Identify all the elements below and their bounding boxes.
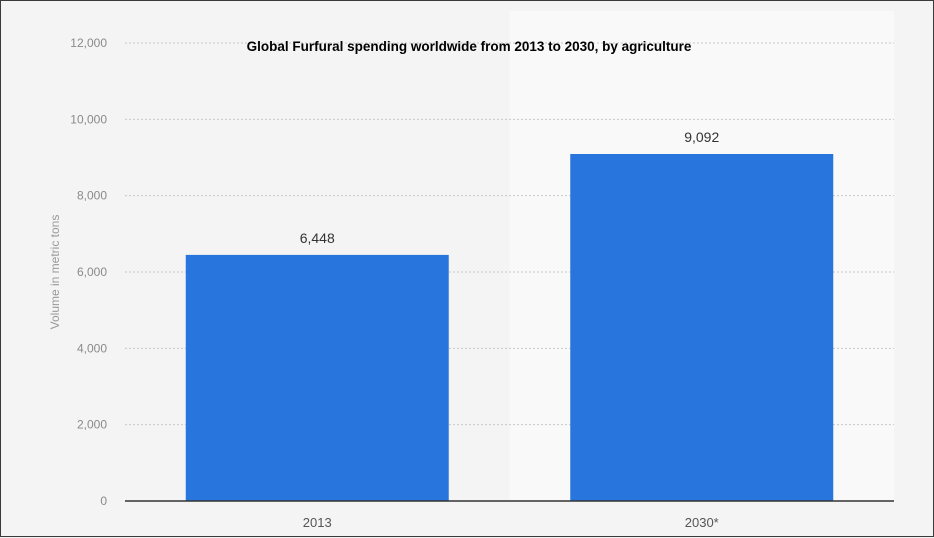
bars	[185, 153, 834, 502]
y-tick-label: 12,000	[70, 36, 107, 50]
y-tick-label: 6,000	[77, 265, 107, 279]
y-tick-label: 10,000	[70, 112, 107, 126]
y-tick-label: 2,000	[77, 418, 107, 432]
y-tick-label: 4,000	[77, 341, 107, 355]
x-category-label: 2013	[303, 515, 332, 530]
y-axis-label: Volume in metric tons	[48, 215, 62, 330]
x-category-label: 2030*	[685, 515, 719, 530]
data-labels: 6,448 9,092	[300, 129, 720, 246]
bar-2030	[570, 153, 834, 502]
y-tick-label: 8,000	[77, 189, 107, 203]
x-axis-categories: 2013 2030*	[303, 515, 719, 530]
data-label: 9,092	[684, 129, 719, 145]
chart-title: Global Furfural spending worldwide from …	[247, 39, 692, 54]
y-axis-ticks: 0 2,000 4,000 6,000 8,000 10,000 12,000	[70, 36, 107, 508]
y-tick-label: 0	[100, 494, 107, 508]
data-label: 6,448	[300, 230, 335, 246]
bar-2013	[185, 254, 449, 501]
